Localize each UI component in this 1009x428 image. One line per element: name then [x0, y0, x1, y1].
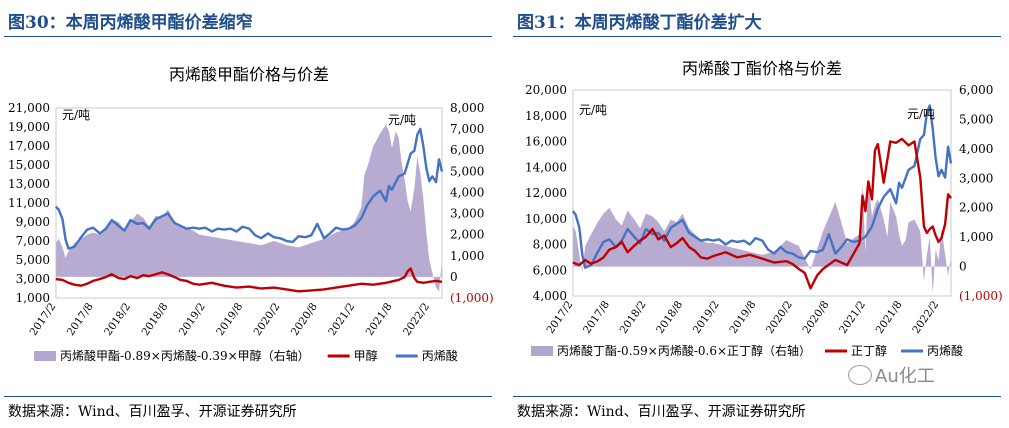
secondary-price-line — [572, 137, 952, 290]
x-tick-label: 2017/2 — [27, 301, 58, 338]
x-tick-label: 2019/8 — [214, 301, 245, 338]
source-rule — [4, 396, 492, 397]
acrylic-acid-line — [571, 104, 953, 269]
x-tick-label: 2020/2 — [764, 299, 795, 336]
chart-title: 丙烯酸甲酯价格与价差 — [169, 65, 329, 84]
legend-label: 丙烯酸 — [927, 343, 963, 358]
title-rule — [4, 36, 492, 37]
figure-31-panel: 图31：本周丙烯酸丁酯价差扩大 丙烯酸丁酯价格与价差 4,000 6,000 8,00… — [509, 0, 1009, 428]
title-rule — [513, 36, 1001, 37]
wechat-icon — [848, 365, 872, 385]
right-tick-label: 1,000 — [450, 249, 484, 263]
x-tick-label: 2018/8 — [654, 299, 685, 336]
legend-label: 丙烯酸丁酯-0.59×丙烯酸-0.6×正丁醇（右轴） — [557, 343, 811, 358]
left-tick-label: 20,000 — [525, 83, 567, 97]
x-tick-label: 2019/2 — [691, 299, 722, 336]
x-tick-label: 2018/2 — [102, 301, 133, 338]
spread-area — [572, 178, 951, 294]
methyl-acrylate-chart: 丙烯酸甲酯价格与价差 1,000 3,000 5,000 7,000 9,000 11,00… — [8, 65, 494, 363]
secondary-price-line — [55, 267, 443, 293]
acrylic-acid-line — [54, 127, 444, 250]
left-tick-label: 10,000 — [525, 212, 567, 226]
left-tick-label: 15,000 — [8, 158, 50, 172]
x-tick-label: 2022/2 — [910, 299, 941, 336]
left-tick-label: 21,000 — [8, 101, 50, 115]
left-tick-label: 5,000 — [16, 253, 50, 267]
right-tick-label: (1,000) — [959, 289, 1003, 303]
legend-swatch-spread — [531, 346, 553, 356]
panel-separator — [500, 0, 509, 428]
x-tick-label: 2019/8 — [727, 299, 758, 336]
right-tick-label: 3,000 — [959, 171, 993, 185]
x-tick-label: 2020/2 — [252, 301, 283, 338]
x-tick-label: 2018/2 — [618, 299, 649, 336]
x-tick-label: 2018/8 — [140, 301, 171, 338]
left-tick-label: 9,000 — [16, 215, 50, 229]
x-tick-label: 2021/8 — [364, 301, 395, 338]
right-tick-label: 6,000 — [450, 143, 484, 157]
left-tick-label: 18,000 — [525, 109, 567, 123]
spread-area — [55, 124, 443, 292]
right-tick-label: 6,000 — [959, 83, 993, 97]
plot-frame — [55, 107, 443, 299]
left-unit-label: 元/吨 — [62, 108, 90, 122]
right-tick-label: 8,000 — [450, 101, 484, 115]
left-unit-label: 元/吨 — [579, 103, 607, 117]
left-tick-label: 17,000 — [8, 139, 50, 153]
plot-frame — [572, 89, 952, 297]
source-rule — [513, 396, 1001, 397]
right-tick-label: 4,000 — [450, 185, 484, 199]
watermark: Au化工 — [848, 362, 935, 388]
left-tick-label: 1,000 — [16, 291, 50, 305]
x-tick-label: 2022/2 — [401, 301, 432, 338]
right-tick-label: 2,000 — [959, 201, 993, 215]
left-tick-label: 4,000 — [533, 289, 567, 303]
right-tick-label: 5,000 — [450, 164, 484, 178]
right-tick-label: 2,000 — [450, 228, 484, 242]
left-tick-label: 14,000 — [525, 160, 567, 174]
x-tick-label: 2021/8 — [874, 299, 905, 336]
left-tick-label: 16,000 — [525, 135, 567, 149]
x-tick-label: 2020/8 — [289, 301, 320, 338]
chart-title: 丙烯酸丁酯价格与价差 — [682, 59, 842, 78]
left-tick-label: 3,000 — [16, 272, 50, 286]
butyl-acrylate-chart: 丙烯酸丁酯价格与价差 4,000 6,000 8,000 10,000 12,000 14,… — [525, 59, 1003, 358]
x-tick-label: 2017/8 — [581, 299, 612, 336]
left-tick-label: 12,000 — [525, 186, 567, 200]
right-tick-label: 5,000 — [959, 112, 993, 126]
legend-label: 正丁醇 — [851, 343, 887, 358]
figure-title: 图31：本周丙烯酸丁酯价差扩大 — [517, 13, 762, 33]
x-tick-label: 2017/2 — [544, 299, 575, 336]
right-tick-label: 4,000 — [959, 142, 993, 156]
left-tick-label: 6,000 — [533, 263, 567, 277]
right-unit-label: 元/吨 — [388, 113, 416, 127]
right-tick-label: 1,000 — [959, 230, 993, 244]
watermark-text: Au化工 — [875, 366, 935, 387]
left-tick-label: 8,000 — [533, 238, 567, 252]
right-tick-label: (1,000) — [450, 291, 494, 305]
right-tick-label: 3,000 — [450, 207, 484, 221]
figure-30-panel: 图30：本周丙烯酸甲酯价差缩窄 丙烯酸甲酯价格与价差 1,000 3,000 5,00… — [0, 0, 500, 428]
left-tick-label: 7,000 — [16, 234, 50, 248]
x-tick-label: 2017/8 — [65, 301, 96, 338]
x-tick-label: 2019/2 — [177, 301, 208, 338]
legend-label: 丙烯酸 — [422, 348, 458, 363]
right-tick-label: 0 — [959, 260, 967, 274]
source-note: 数据来源：Wind、百川盈孚、开源证券研究所 — [517, 404, 806, 420]
left-tick-label: 13,000 — [8, 177, 50, 191]
legend-label: 丙烯酸甲酯-0.89×丙烯酸-0.39×甲醇（右轴） — [60, 348, 310, 363]
x-tick-label: 2020/8 — [801, 299, 832, 336]
right-tick-label: 0 — [450, 270, 458, 284]
figure-title: 图30：本周丙烯酸甲酯价差缩窄 — [8, 13, 253, 33]
legend-swatch-spread — [34, 351, 56, 361]
source-note: 数据来源：Wind、百川盈孚、开源证券研究所 — [8, 404, 297, 420]
left-tick-label: 19,000 — [8, 120, 50, 134]
legend-label: 甲醇 — [354, 348, 378, 363]
x-tick-label: 2021/2 — [326, 301, 357, 338]
right-tick-label: 7,000 — [450, 122, 484, 136]
left-tick-label: 11,000 — [8, 196, 50, 210]
right-unit-label: 元/吨 — [907, 107, 935, 121]
x-tick-label: 2021/2 — [837, 299, 868, 336]
